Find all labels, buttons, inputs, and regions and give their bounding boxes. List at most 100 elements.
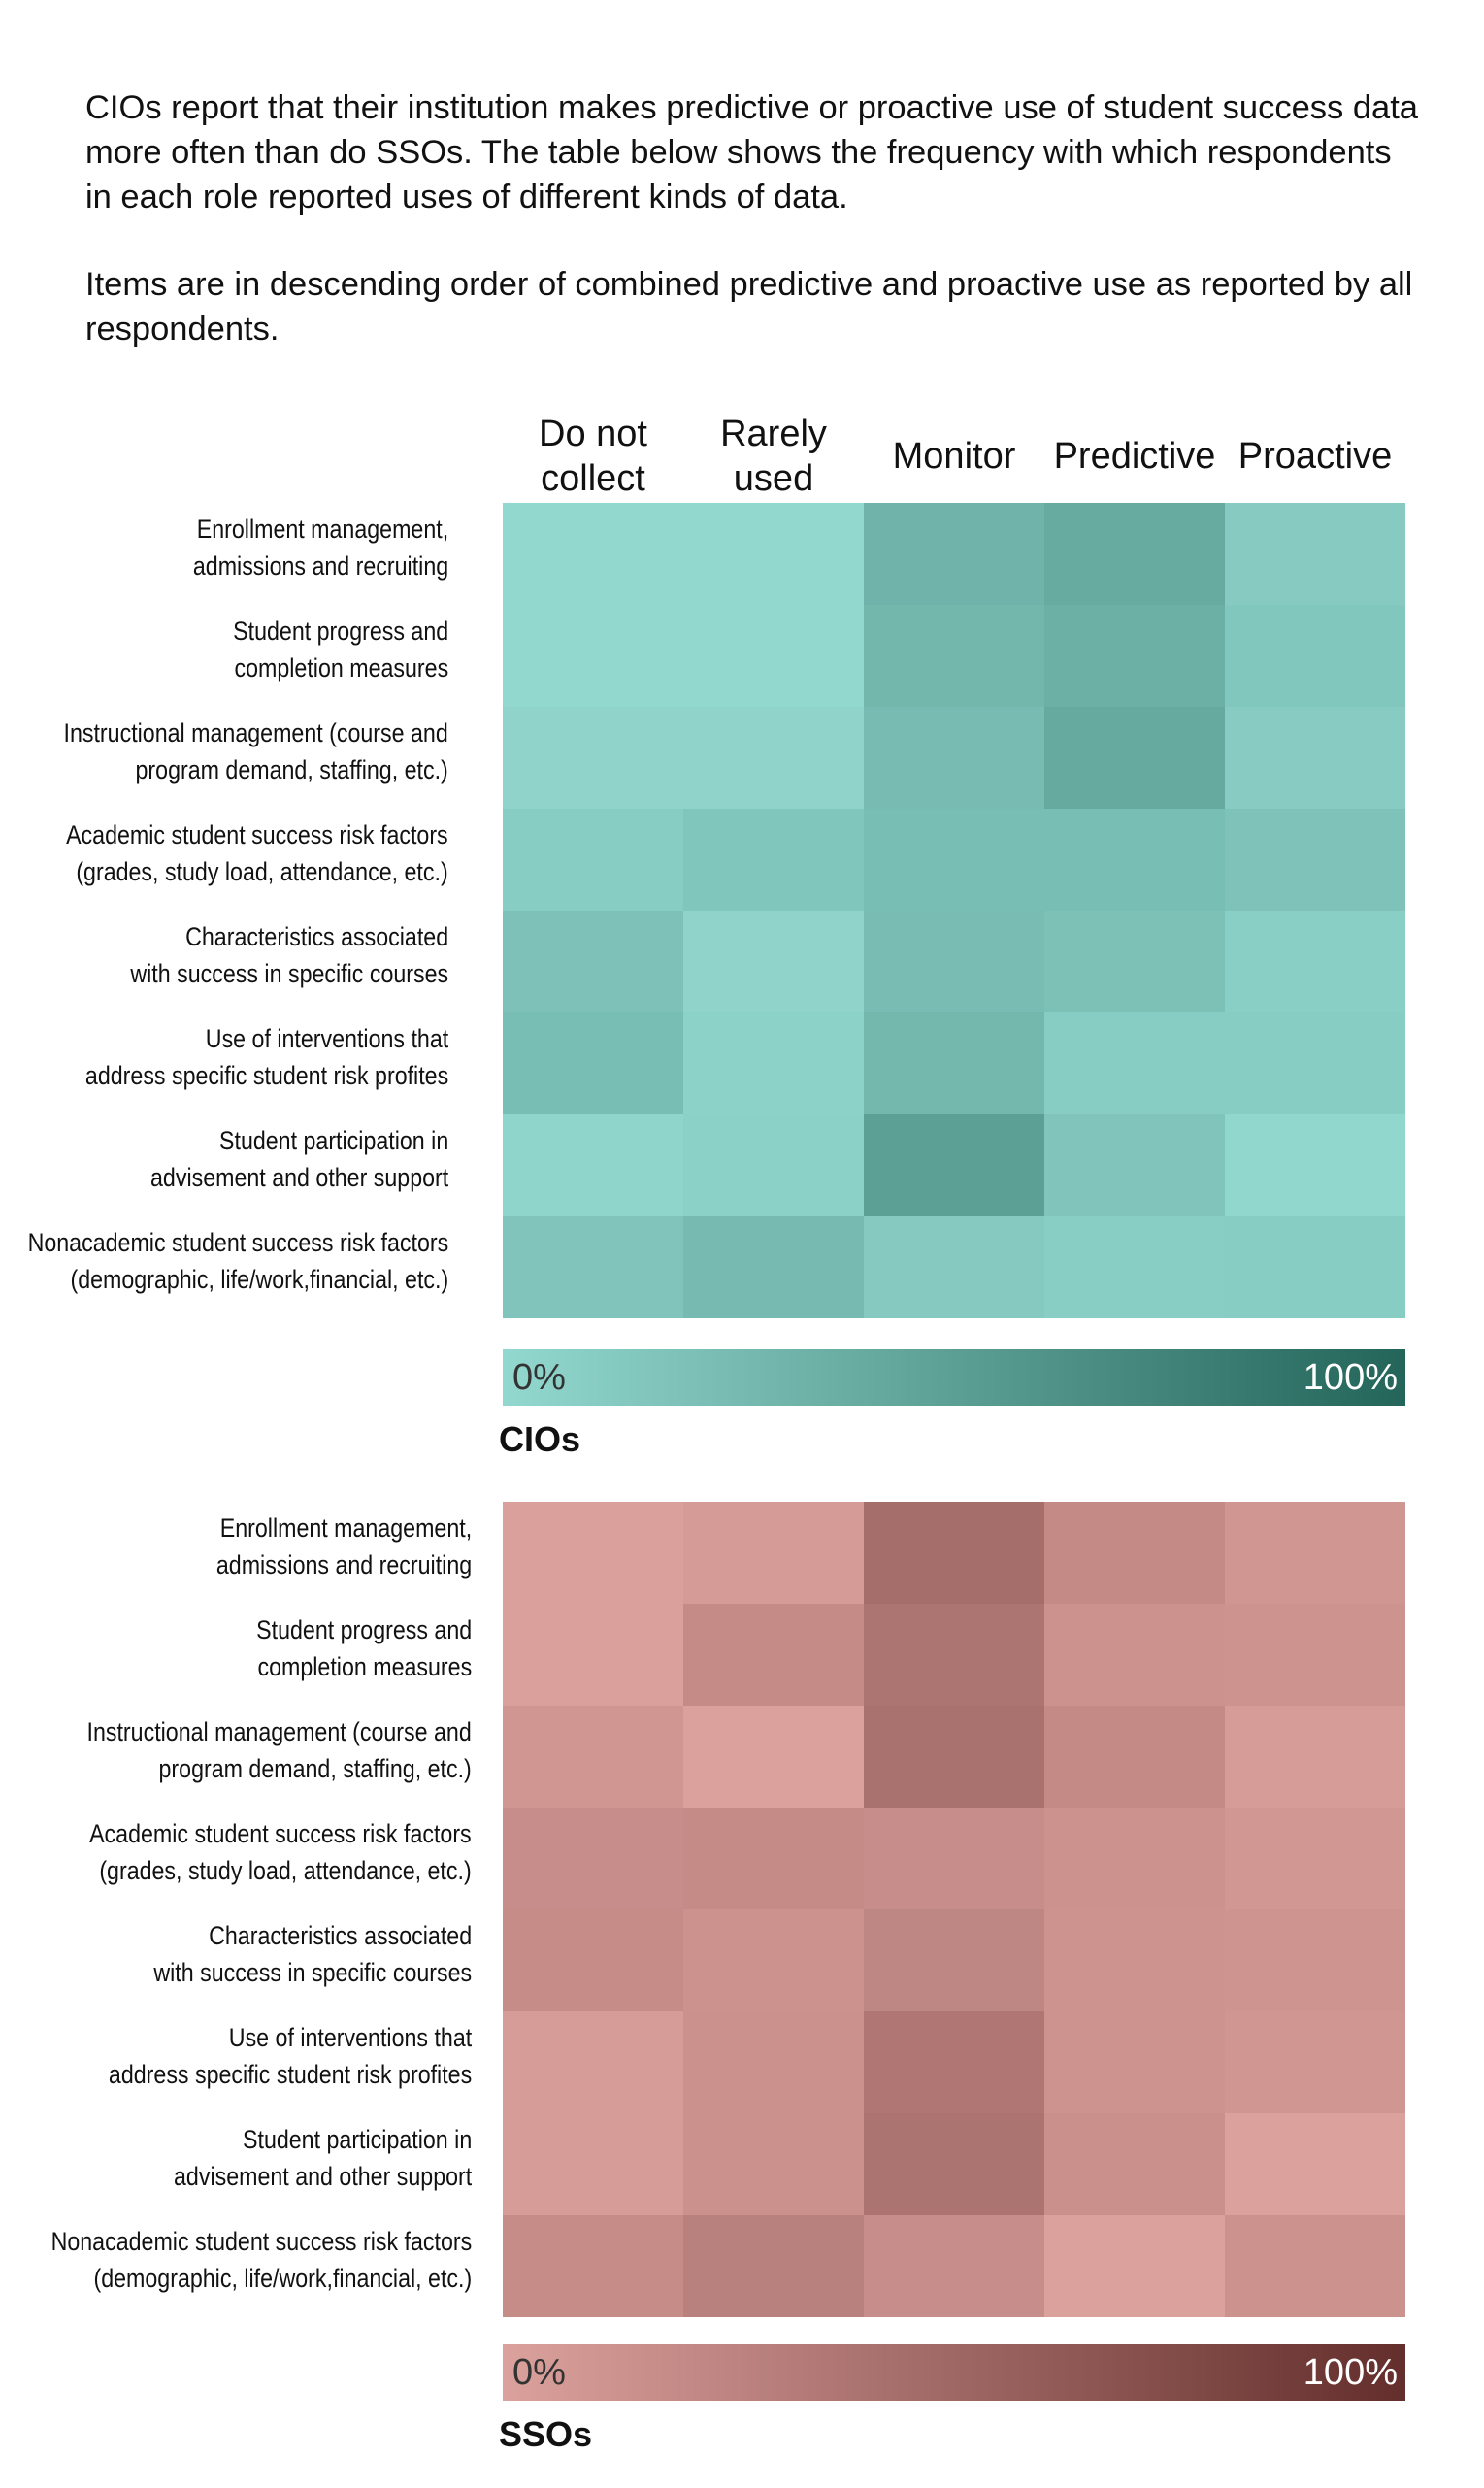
row-label-line: completion measures: [234, 653, 448, 682]
row-label-line: with success in specific courses: [130, 959, 448, 988]
cio-heatmap-cell: [1044, 503, 1225, 605]
sso-heatmap-cell: [1044, 1502, 1225, 1604]
sso-row-label: Use of interventions that address specifi…: [109, 2019, 472, 2093]
sso-heatmap-cell: [864, 1909, 1044, 2011]
sso-row-label: Enrollment management, admissions and rec…: [216, 1509, 472, 1583]
cio-heatmap-cell: [864, 1216, 1044, 1318]
sso-heatmap-cell: [864, 2113, 1044, 2215]
cio-heatmap-cell: [683, 503, 864, 605]
sso-heatmap-cell: [864, 1706, 1044, 1808]
cio-heatmap-cell: [503, 1216, 683, 1318]
sso-heatmap-cell: [503, 1502, 683, 1604]
sso-heatmap-cell: [864, 1502, 1044, 1604]
row-label-line: admissions and recruiting: [215, 1550, 472, 1579]
cio-heatmap-cell: [683, 1012, 864, 1114]
row-label-line: Student progress and: [232, 616, 448, 646]
sso-heatmap-cell: [1044, 2011, 1225, 2113]
row-label-line: Student participation in: [242, 2125, 472, 2154]
cio-heatmap-cell: [503, 1114, 683, 1216]
cio-heatmap-cell: [1044, 809, 1225, 911]
row-label-line: (grades, study load, attendance, etc.): [99, 1856, 472, 1885]
sso-heatmap-cell: [503, 1909, 683, 2011]
row-label-line: (grades, study load, attendance, etc.): [76, 857, 448, 886]
row-label-line: Use of interventions that: [228, 2023, 472, 2052]
row-label-line: Nonacademic student success risk factors: [50, 2227, 472, 2256]
sso-heatmap-cell: [1225, 2113, 1405, 2215]
cio-row-label: Enrollment management, admissions and rec…: [193, 511, 448, 584]
row-label-line: completion measures: [257, 1652, 472, 1681]
cio-heatmap-cell: [683, 707, 864, 809]
row-label-line: Enrollment management,: [196, 514, 448, 544]
row-label-line: (demographic, life/work,financial, etc.): [93, 2264, 472, 2293]
cio-heatmap-cell: [1225, 1216, 1405, 1318]
cio-heatmap-cell: [864, 809, 1044, 911]
row-label-line: Instructional management (course and: [86, 1717, 472, 1746]
sso-heatmap-cell: [683, 1909, 864, 2011]
row-label-line: Academic student success risk factors: [66, 820, 448, 849]
cio-row-label: Academic student success risk factors (gr…: [66, 816, 448, 890]
row-label-line: (demographic, life/work,financial, etc.): [70, 1265, 448, 1294]
cio-heatmap-cell: [1044, 605, 1225, 707]
cio-legend-max-label: 100%: [1303, 1357, 1398, 1398]
cio-column-header: Do not collect: [503, 408, 683, 505]
sso-legend-min-label: 0%: [512, 2352, 566, 2393]
sso-heatmap-cell: [1044, 1604, 1225, 1706]
cio-heatmap-cell: [1044, 707, 1225, 809]
sso-legend-max-label: 100%: [1303, 2352, 1398, 2393]
column-header-line: collect: [541, 458, 645, 499]
column-header-line: Monitor: [892, 436, 1016, 477]
cio-group-title: CIOs: [499, 1419, 581, 1459]
column-header-line: Do not: [539, 414, 647, 454]
sso-heatmap-cell: [864, 2215, 1044, 2317]
sso-heatmap-cell: [864, 1808, 1044, 1909]
cio-heatmap-cell: [864, 911, 1044, 1012]
cio-heatmap-cell: [1225, 707, 1405, 809]
sso-heatmap-cell: [1044, 2113, 1225, 2215]
sso-row-label: Characteristics associated with success i…: [153, 1917, 472, 1991]
sso-heatmap-cell: [683, 1502, 864, 1604]
cio-column-header: Proactive: [1225, 408, 1405, 505]
sso-heatmap-cell: [1225, 1604, 1405, 1706]
sso-heatmap-cell: [864, 2011, 1044, 2113]
sso-heatmap-cell: [1225, 2011, 1405, 2113]
cio-heatmap-cell: [864, 503, 1044, 605]
sso-heatmap-cell: [503, 2215, 683, 2317]
sso-heatmap-cell: [1044, 1808, 1225, 1909]
sso-heatmap-cell: [1225, 1808, 1405, 1909]
sso-row-label: Student progress and completion measures: [256, 1611, 472, 1685]
cio-heatmap-cell: [1225, 809, 1405, 911]
cio-heatmap-cell: [1225, 503, 1405, 605]
row-label-line: program demand, staffing, etc.): [158, 1754, 472, 1783]
cio-heatmap-cell: [683, 1114, 864, 1216]
cio-heatmap-cell: [503, 605, 683, 707]
sso-row-label: Instructional management (course and prog…: [87, 1713, 472, 1787]
row-label-line: program demand, staffing, etc.): [135, 755, 448, 784]
sso-heatmap-cell: [1225, 1909, 1405, 2011]
cio-row-label: Student progress and completion measures: [233, 613, 448, 686]
sso-heatmap-cell: [503, 1808, 683, 1909]
sso-heatmap-cell: [1225, 2215, 1405, 2317]
intro-paragraph-1: CIOs report that their institution makes…: [85, 89, 1418, 216]
sso-heatmap-cell: [1225, 1502, 1405, 1604]
sso-heatmap-cell: [683, 1706, 864, 1808]
column-header-line: used: [733, 458, 814, 499]
sso-legend-gradient: 0% 100%: [503, 2344, 1405, 2401]
cio-heatmap-cell: [864, 1114, 1044, 1216]
cio-row-label: Instructional management (course and prog…: [64, 714, 448, 788]
cio-heatmap-cell: [1044, 1012, 1225, 1114]
cio-heatmap-cell: [1225, 911, 1405, 1012]
cio-heatmap-cell: [1225, 1012, 1405, 1114]
row-label-line: admissions and recruiting: [192, 551, 448, 581]
cio-heatmap-cell: [864, 605, 1044, 707]
intro-paragraph-2: Items are in descending order of combine…: [85, 266, 1413, 348]
cio-legend-gradient: 0% 100%: [503, 1349, 1405, 1406]
row-label-line: Academic student success risk factors: [89, 1819, 472, 1848]
row-label-line: Enrollment management,: [219, 1513, 472, 1543]
row-label-line: Nonacademic student success risk factors: [27, 1228, 448, 1257]
sso-heatmap-cell: [1044, 1706, 1225, 1808]
cio-heatmap-cell: [503, 1012, 683, 1114]
column-header-line: Rarely: [720, 414, 827, 454]
cio-heatmap-cell: [503, 707, 683, 809]
row-label-line: Instructional management (course and: [63, 718, 448, 747]
cio-heatmap-cell: [864, 1012, 1044, 1114]
